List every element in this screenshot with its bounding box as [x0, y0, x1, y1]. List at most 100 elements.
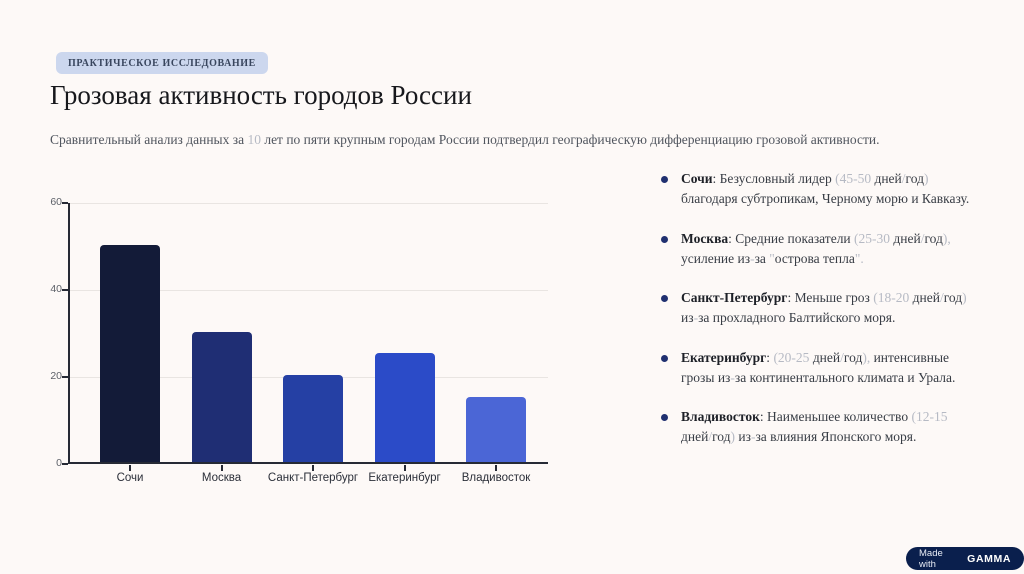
y-tick — [62, 202, 68, 204]
x-tick-label: Москва — [201, 472, 242, 484]
text-segment: из — [735, 429, 751, 445]
bullet-text: Владивосток: Наименьшее количество (12-1… — [681, 407, 979, 448]
text-segment: - — [693, 310, 699, 326]
text-segment: интенсивные грозы из — [681, 349, 950, 385]
y-tick-label: 60 — [50, 196, 62, 208]
x-tick — [220, 465, 223, 471]
page-title: Грозовая активность городов России — [50, 80, 472, 110]
bullet-dot-icon — [661, 354, 668, 362]
x-tick — [495, 465, 497, 471]
text-segment: год — [843, 349, 863, 365]
text-segment: ) — [923, 171, 929, 186]
text-segment: : Безусловный лидер — [712, 171, 836, 186]
text-segment: : — [766, 349, 774, 365]
list-item: Екатеринбург: (20-25 дней/год), интенсив… — [661, 348, 979, 389]
bullet-text: Москва: Средние показатели (25-30 дней/г… — [681, 229, 979, 270]
text-segment: - — [750, 250, 755, 266]
text-segment: благодаря субтропикам, Черному морю и Ка… — [681, 191, 970, 207]
text-segment: год — [905, 171, 924, 186]
text-segment: год — [924, 230, 943, 246]
text-segment: 10 — [247, 132, 261, 147]
y-tick-label: 20 — [50, 370, 62, 382]
text-segment: год — [943, 290, 963, 305]
chart-plot: 0 20 40 60 Сочи Москва Санкт-Петербург Екатерин… — [50, 196, 548, 484]
text-segment: за прохладного Балтийского моря. — [698, 310, 896, 326]
text-segment: Сравнительный анализ данных за — [50, 132, 248, 147]
bullet-label: Санкт-Петербург — [681, 290, 788, 305]
bar-Владивосток — [466, 396, 526, 462]
text-segment: " — [769, 250, 775, 266]
gamma-logo: GAMMA — [967, 552, 1011, 565]
text-segment: год — [712, 429, 731, 445]
x-tick — [312, 465, 314, 471]
list-item: Санкт-Петербург: Меньше гроз (18-20 дней… — [661, 288, 979, 329]
text-segment: / — [920, 230, 925, 246]
text-segment: за — [754, 250, 770, 266]
bullet-list: Сочи: Безусловный лидер (45-50 дней/год)… — [661, 169, 979, 467]
category-badge-label: ПРАКТИЧЕСКОЕ ИССЛЕДОВАНИЕ — [68, 57, 256, 69]
y-tick — [62, 463, 68, 465]
text-segment: / — [840, 349, 844, 365]
text-segment: дней — [909, 290, 940, 305]
text-segment: : Наименьшее количество — [759, 409, 912, 424]
text-segment: (25-30 — [854, 230, 891, 246]
category-badge: ПРАКТИЧЕСКОЕ ИССЛЕДОВАНИЕ — [56, 52, 268, 74]
bar-Екатеринбург — [374, 353, 435, 462]
text-segment: : Средние показатели — [728, 230, 855, 246]
made-with-gamma-badge[interactable]: Made with GAMMA — [906, 547, 1024, 570]
gridline — [70, 202, 548, 204]
bullet-text: Сочи: Безусловный лидер (45-50 дней/год)… — [681, 169, 979, 210]
x-tick — [129, 465, 131, 471]
bullet-dot-icon — [661, 176, 668, 183]
list-item: Владивосток: Наименьшее количество (12-1… — [661, 407, 979, 448]
bullet-text: Екатеринбург: (20-25 дней/год), интенсив… — [681, 348, 979, 389]
x-tick-label: Сочи — [116, 472, 144, 484]
made-with-label: Made with — [919, 547, 943, 570]
text-segment: / — [901, 171, 906, 186]
x-tick — [403, 465, 406, 471]
text-segment: острова тепла — [774, 250, 855, 266]
subtitle: Сравнительный анализ данных за 10 лет по… — [50, 132, 950, 148]
y-tick — [62, 376, 68, 378]
text-segment: дней — [890, 230, 921, 246]
bullet-label: Владивосток — [681, 409, 760, 424]
text-segment: лет по пяти крупным городам России подтв… — [260, 132, 880, 147]
text-segment: ), — [862, 349, 871, 365]
text-segment: за континентального климата и Урала. — [734, 369, 956, 385]
bullet-dot-icon — [661, 414, 668, 421]
x-tick-label: Екатеринбург — [368, 472, 441, 484]
bullet-dot-icon — [661, 235, 668, 243]
text-segment: ), — [942, 230, 951, 246]
bullet-label: Москва — [681, 230, 729, 246]
text-segment: ) — [962, 290, 967, 305]
bullet-label: Екатеринбург — [681, 349, 767, 365]
text-segment: дней — [871, 171, 902, 186]
text-segment: / — [708, 429, 713, 445]
text-segment: (20-25 — [773, 349, 810, 365]
text-segment: : Меньше гроз — [787, 290, 874, 305]
text-segment: ) — [730, 429, 736, 445]
text-segment: - — [750, 429, 756, 445]
x-tick-label: Владивосток — [461, 472, 531, 484]
text-segment: - — [730, 369, 735, 385]
text-segment: (45-50 — [835, 171, 872, 186]
text-segment: ". — [854, 250, 864, 266]
list-item: Сочи: Безусловный лидер (45-50 дней/год)… — [661, 169, 979, 210]
gridline — [70, 289, 548, 291]
y-tick-label: 40 — [50, 283, 62, 295]
bullet-text: Санкт-Петербург: Меньше гроз (18-20 дней… — [681, 288, 979, 329]
text-segment: / — [939, 290, 944, 305]
bullet-label: Сочи — [681, 171, 713, 186]
text-segment: из — [681, 310, 694, 326]
bar-Москва — [191, 331, 252, 462]
x-tick-label: Санкт-Петербург — [267, 472, 359, 484]
y-tick-label: 0 — [56, 457, 62, 469]
bar-Санкт-Петербург — [283, 375, 343, 462]
y-tick — [62, 289, 68, 291]
text-segment: за влияния Японского моря. — [755, 429, 917, 445]
text-segment: (12-15 — [911, 409, 948, 424]
bar-Сочи — [100, 244, 160, 462]
text-segment: усиление из — [681, 250, 751, 266]
list-item: Москва: Средние показатели (25-30 дней/г… — [661, 229, 979, 270]
